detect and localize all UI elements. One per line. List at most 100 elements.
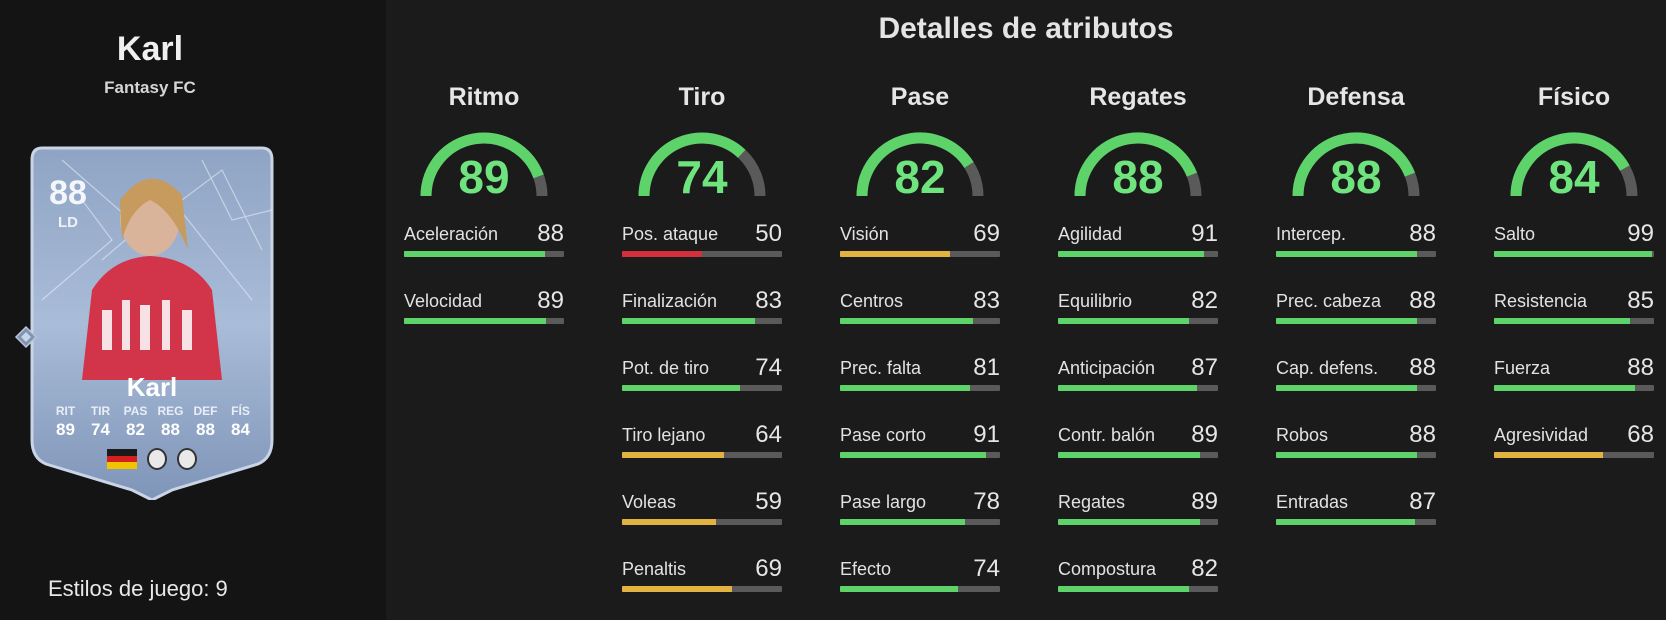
category-value: 89: [458, 151, 510, 203]
attribute-value: 69: [755, 555, 782, 582]
attribute-bar-fill: [404, 251, 545, 257]
attribute-row[interactable]: Cap. defens. 88: [1276, 348, 1436, 415]
attribute-bar-fill: [1058, 385, 1198, 391]
attribute-value: 81: [973, 354, 1000, 381]
attribute-row[interactable]: Pase corto 91: [840, 415, 1000, 482]
attribute-row[interactable]: Equilibrio 82: [1058, 281, 1218, 348]
attribute-row[interactable]: Tiro lejano 64: [622, 415, 782, 482]
category-gauge: 74: [632, 124, 772, 210]
attribute-bar-fill: [1276, 452, 1417, 458]
attribute-bar: [840, 318, 1000, 324]
attribute-row[interactable]: Pot. de tiro 74: [622, 348, 782, 415]
attribute-value: 74: [973, 555, 1000, 582]
attribute-row[interactable]: Efecto 74: [840, 549, 1000, 616]
attribute-row[interactable]: Robos 88: [1276, 415, 1436, 482]
attribute-name: Visión: [840, 224, 889, 244]
attribute-row[interactable]: Salto 99: [1494, 214, 1654, 281]
attribute-bar: [1276, 385, 1436, 391]
attribute-bar: [1276, 251, 1436, 257]
gauge-fill: [1510, 132, 1630, 197]
attribute-bar-fill: [622, 586, 733, 592]
diamond-icon: [14, 325, 38, 349]
attribute-bar: [622, 586, 782, 592]
card-stat: TIR 74: [90, 404, 111, 439]
attribute-bar-fill: [622, 452, 725, 458]
card-stat: REG 88: [157, 404, 184, 439]
attribute-bar: [622, 251, 782, 257]
category-title: Regates: [1089, 83, 1187, 111]
attribute-row[interactable]: Agilidad 91: [1058, 214, 1218, 281]
attribute-value: 88: [1409, 220, 1436, 247]
attribute-row[interactable]: Regates 89: [1058, 482, 1218, 549]
attribute-value: 78: [973, 488, 1000, 515]
player-name: Karl: [116, 30, 184, 68]
attribute-list: Agilidad 91 Equilibrio 82 Anticipación 87 Cont…: [1058, 214, 1218, 616]
attribute-row[interactable]: Penaltis 69: [622, 549, 782, 616]
attribute-row[interactable]: Contr. balón 89: [1058, 415, 1218, 482]
playstyles-count[interactable]: Estilos de juego: 9: [48, 576, 228, 601]
attribute-value: 89: [1191, 421, 1218, 448]
gauge-fill: [638, 132, 746, 197]
attribute-value: 83: [973, 287, 1000, 314]
card-position: LD: [58, 214, 78, 231]
attribute-row[interactable]: Pos. ataque 50: [622, 214, 782, 281]
attribute-name: Fuerza: [1494, 358, 1551, 378]
player-club: Fantasy FC: [104, 78, 196, 97]
attribute-bar: [1494, 385, 1654, 391]
attribute-value: 88: [1409, 354, 1436, 381]
attribute-row[interactable]: Visión 69: [840, 214, 1000, 281]
attribute-row[interactable]: Resistencia 85: [1494, 281, 1654, 348]
attribute-row[interactable]: Entradas 87: [1276, 482, 1436, 549]
attribute-row[interactable]: Compostura 82: [1058, 549, 1218, 616]
attribute-value: 68: [1627, 421, 1654, 448]
attribute-row[interactable]: Pase largo 78: [840, 482, 1000, 549]
attribute-row[interactable]: Fuerza 88: [1494, 348, 1654, 415]
page-title: Detalles de atributos: [878, 12, 1174, 45]
card-emblems: [92, 446, 212, 472]
attribute-bar-fill: [1276, 251, 1417, 257]
attribute-row[interactable]: Centros 83: [840, 281, 1000, 348]
attribute-bar: [840, 519, 1000, 525]
attribute-bar-fill: [1276, 318, 1417, 324]
category-value: 84: [1548, 151, 1600, 203]
category-title: Pase: [890, 83, 950, 111]
attribute-value: 50: [755, 220, 782, 247]
attribute-row[interactable]: Voleas 59: [622, 482, 782, 549]
category-gauge: 89: [414, 124, 554, 210]
attribute-name: Pot. de tiro: [622, 358, 710, 378]
attribute-bar: [622, 385, 782, 391]
attribute-row[interactable]: Anticipación 87: [1058, 348, 1218, 415]
attribute-bar: [1058, 385, 1218, 391]
attribute-row[interactable]: Velocidad 89: [404, 281, 564, 348]
attribute-bar: [840, 586, 1000, 592]
attribute-value: 88: [1627, 354, 1654, 381]
category-gauge: 82: [850, 124, 990, 210]
attribute-row[interactable]: Aceleración 88: [404, 214, 564, 281]
club-badge-icon: [177, 448, 197, 470]
attribute-bar-fill: [1276, 385, 1417, 391]
attribute-value: 87: [1409, 488, 1436, 515]
attribute-value: 89: [1191, 488, 1218, 515]
category-value: 88: [1330, 151, 1382, 203]
attribute-bar: [1494, 452, 1654, 458]
attribute-row[interactable]: Prec. falta 81: [840, 348, 1000, 415]
attribute-row[interactable]: Agresividad 68: [1494, 415, 1654, 482]
attribute-row[interactable]: Finalización 83: [622, 281, 782, 348]
category-title: Ritmo: [448, 83, 520, 111]
attribute-row[interactable]: Intercep. 88: [1276, 214, 1436, 281]
attribute-value: 59: [755, 488, 782, 515]
germany-flag-icon: [107, 449, 137, 470]
category-1: Tiro 74 Pos. ataque 50 Finalización 83 Pot. de…: [622, 80, 782, 616]
attribute-bar-fill: [622, 318, 755, 324]
attribute-row[interactable]: Prec. cabeza 88: [1276, 281, 1436, 348]
attribute-bar-fill: [1494, 452, 1603, 458]
attribute-name: Velocidad: [404, 291, 483, 311]
category-title: Tiro: [678, 83, 726, 111]
category-5: Físico 84 Salto 99 Resistencia 85 Fuerza 88 Agre…: [1494, 80, 1654, 482]
attribute-value: 82: [1191, 287, 1218, 314]
attribute-name: Anticipación: [1058, 358, 1156, 378]
attribute-name: Robos: [1276, 425, 1329, 445]
attribute-bar-fill: [622, 519, 717, 525]
player-card[interactable]: 88 LD Karl RIT 89 TIR 74 PAS 82 REG 88 DEF 88…: [22, 140, 282, 500]
attribute-name: Pase largo: [840, 492, 927, 512]
